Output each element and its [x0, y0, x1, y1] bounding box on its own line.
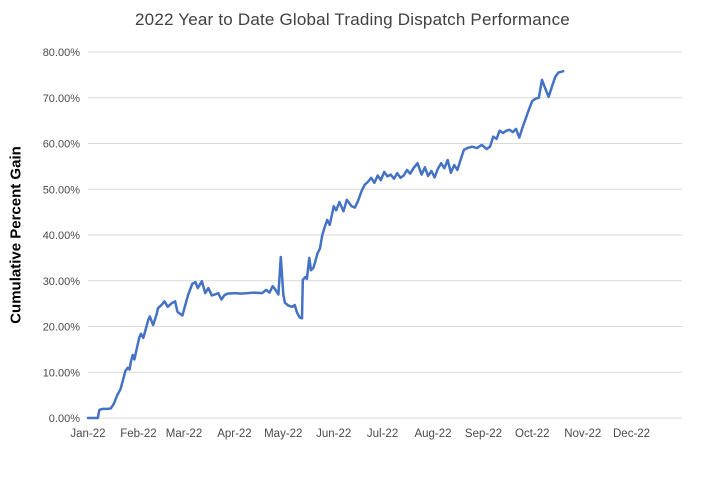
y-tick-label: 0.00%: [49, 413, 80, 425]
y-tick-label: 20.00%: [43, 322, 81, 334]
x-tick-label: May-22: [264, 428, 302, 440]
chart-title: 2022 Year to Date Global Trading Dispatc…: [135, 10, 570, 29]
y-tick-label: 50.00%: [43, 184, 81, 196]
x-tick-label: Jan-22: [70, 428, 105, 440]
x-tick-label: Mar-22: [166, 428, 202, 440]
x-tick-label: Aug-22: [414, 428, 451, 440]
x-tick-label: Sep-22: [465, 428, 502, 440]
y-tick-label: 60.00%: [43, 139, 81, 151]
x-tick-label: Dec-22: [613, 428, 650, 440]
x-tick-label: Feb-22: [120, 428, 156, 440]
x-tick-label: Oct-22: [515, 428, 550, 440]
y-tick-label: 70.00%: [43, 93, 81, 105]
y-tick-label: 40.00%: [43, 230, 81, 242]
y-tick-label: 80.00%: [43, 47, 81, 59]
performance-line: [86, 69, 565, 420]
y-tick-label: 30.00%: [43, 276, 81, 288]
x-tick-label: Jul-22: [367, 428, 398, 440]
y-tick-label: 10.00%: [43, 367, 81, 379]
x-tick-label: Nov-22: [564, 428, 601, 440]
x-tick-label: Apr-22: [217, 428, 252, 440]
x-tick-label: Jun-22: [316, 428, 351, 440]
